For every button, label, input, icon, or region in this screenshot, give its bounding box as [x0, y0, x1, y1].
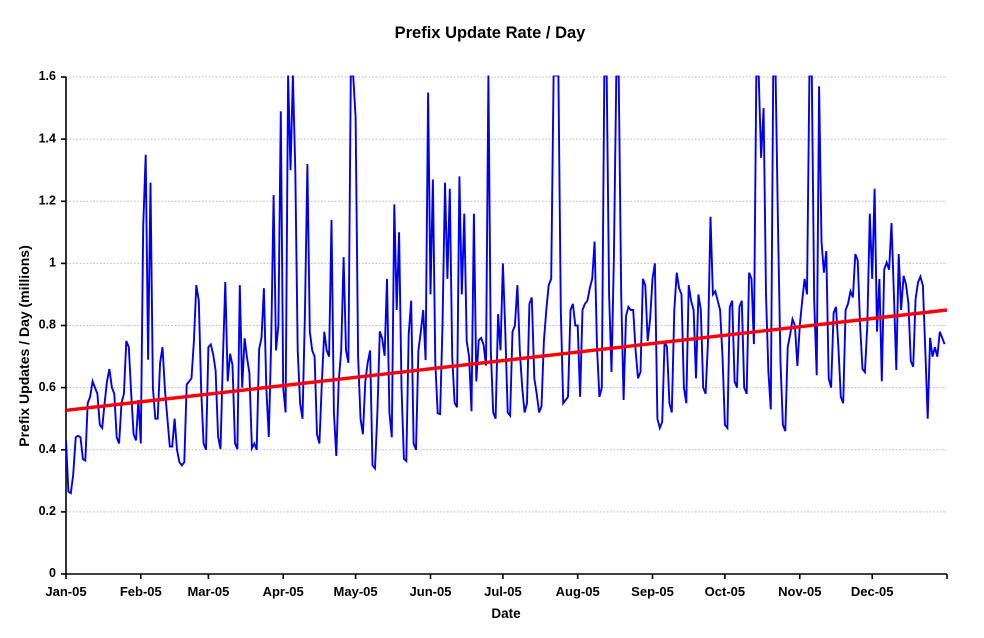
svg-text:Date: Date: [491, 606, 521, 621]
svg-text:Prefix Update Rate / Day: Prefix Update Rate / Day: [395, 24, 587, 42]
svg-text:1.4: 1.4: [39, 131, 56, 145]
svg-text:Jul-05: Jul-05: [484, 584, 522, 599]
svg-text:0.6: 0.6: [39, 380, 56, 394]
svg-text:Oct-05: Oct-05: [705, 584, 745, 599]
svg-text:0.2: 0.2: [39, 504, 56, 518]
svg-text:0: 0: [49, 566, 56, 580]
svg-text:Mar-05: Mar-05: [187, 584, 229, 599]
svg-text:Feb-05: Feb-05: [120, 584, 162, 599]
svg-text:1.6: 1.6: [39, 69, 56, 83]
svg-text:Nov-05: Nov-05: [778, 584, 821, 599]
svg-text:0.4: 0.4: [39, 442, 56, 456]
svg-text:Sep-05: Sep-05: [631, 584, 674, 599]
svg-text:Aug-05: Aug-05: [556, 584, 600, 599]
svg-text:1: 1: [49, 256, 56, 270]
svg-text:Dec-05: Dec-05: [851, 584, 894, 599]
svg-text:Jun-05: Jun-05: [410, 584, 452, 599]
svg-text:0.8: 0.8: [39, 318, 56, 332]
svg-text:Jan-05: Jan-05: [45, 584, 86, 599]
svg-text:May-05: May-05: [334, 584, 378, 599]
svg-text:Prefix Updates / Day (millions: Prefix Updates / Day (millions): [16, 245, 32, 447]
svg-text:1.2: 1.2: [39, 194, 56, 208]
svg-text:Apr-05: Apr-05: [263, 584, 304, 599]
